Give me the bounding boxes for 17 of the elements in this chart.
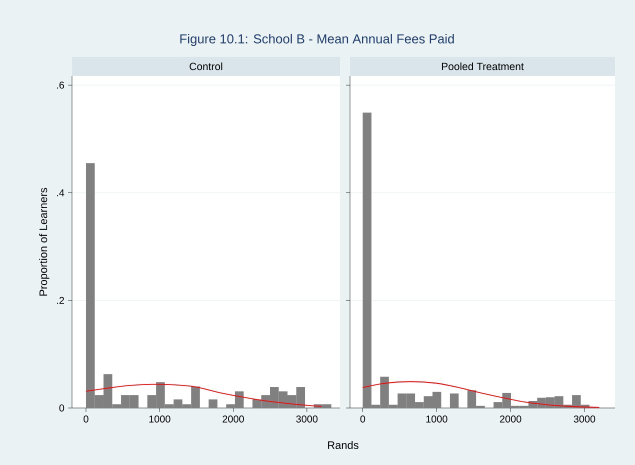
y-tick-label: .2	[57, 296, 64, 304]
x-tick-label: 0	[360, 416, 366, 423]
x-tick-label: 3000	[574, 416, 596, 423]
x-tick-label: 1000	[149, 416, 170, 423]
caption: Figure 10.1: School B - Mean Annual Fees Paid	[180, 34, 454, 46]
y-tick-label: 0	[59, 404, 64, 412]
chart-title: Control	[190, 62, 222, 70]
x-tick-label: 2000	[222, 416, 244, 423]
y-axis-title: Proportion of Learners	[39, 188, 50, 296]
x-tick-label: 1000	[426, 416, 448, 423]
x-tick-label: 0	[84, 416, 88, 423]
x-axis-title: Rands	[328, 440, 358, 450]
y-tick-label: .4	[57, 189, 64, 196]
y-tick-label: .6	[57, 82, 64, 89]
x-tick-label: 3000	[296, 416, 318, 423]
chart-title: Pooled Treatment	[442, 62, 524, 70]
x-tick-label: 2000	[500, 416, 522, 423]
